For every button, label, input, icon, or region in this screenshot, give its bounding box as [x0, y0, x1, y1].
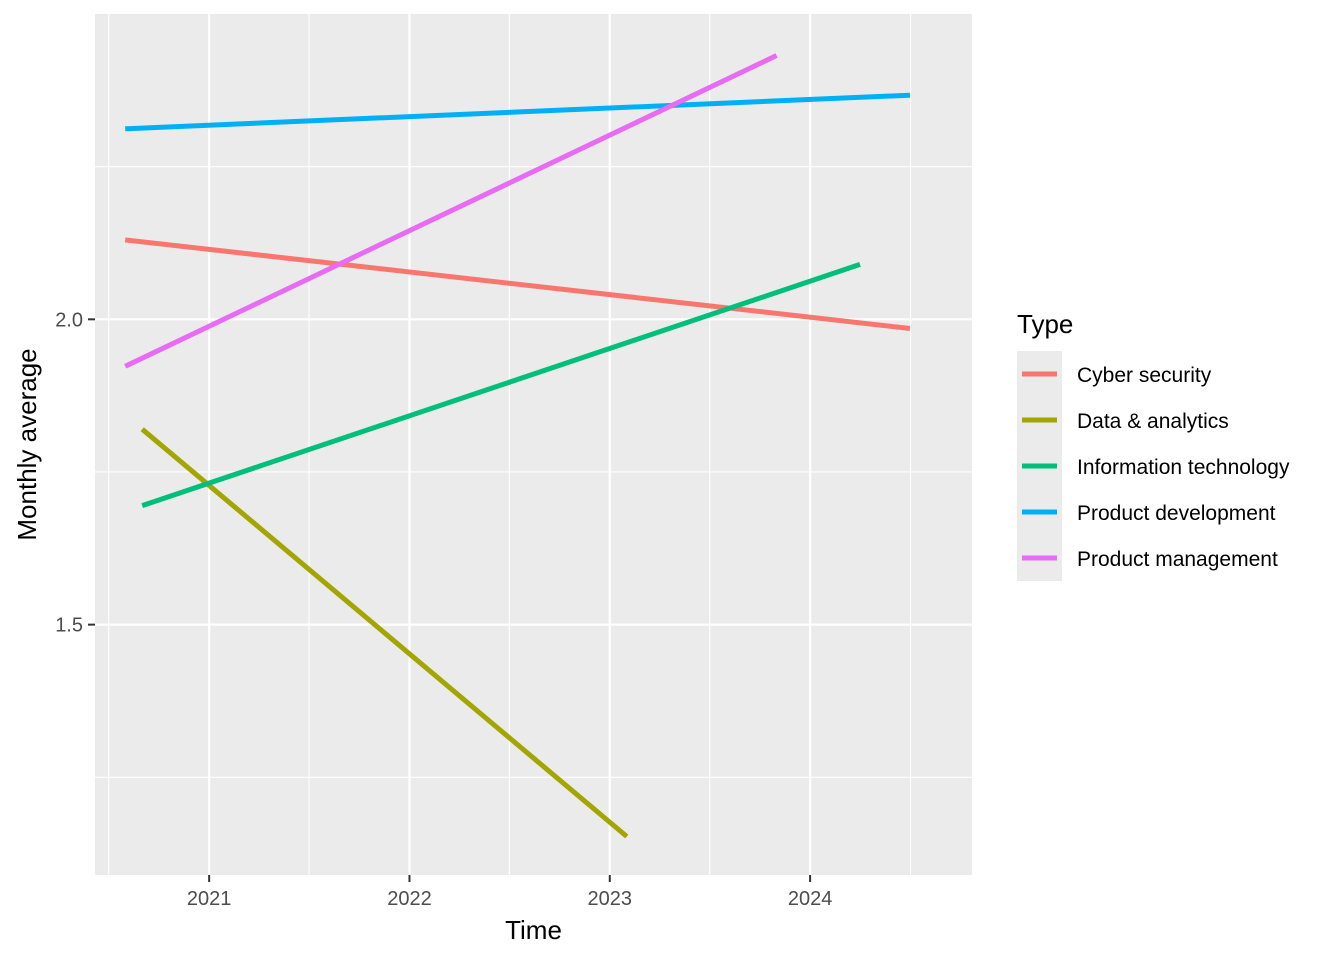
series-line-information-technology	[141, 262, 861, 508]
x-tick-label: 2023	[588, 888, 633, 910]
x-tick-label: 2022	[387, 888, 432, 910]
y-axis: 1.5 2.0	[55, 309, 95, 637]
series-line-data-analytics	[140, 427, 629, 839]
x-axis: 2021 2022 2023 2024	[187, 875, 832, 910]
series-lines	[124, 53, 911, 839]
series-line-cyber-security	[124, 237, 911, 331]
legend-label-product-development: Product development	[1077, 502, 1276, 525]
panel-background	[95, 14, 972, 875]
x-tick-label: 2024	[788, 888, 833, 910]
y-tick-label: 1.5	[55, 615, 83, 637]
y-axis-title: Monthly average	[12, 348, 42, 540]
legend-label-product-management: Product management	[1077, 548, 1278, 571]
legend-items: Cyber security Data & analytics Informatio…	[1022, 364, 1290, 571]
legend: Type Cyber security Data & analytics Infor…	[1017, 309, 1290, 581]
x-tick-label: 2021	[187, 888, 232, 910]
legend-label-data-analytics: Data & analytics	[1077, 410, 1229, 433]
series-line-product-development	[125, 92, 911, 132]
y-tick-label: 2.0	[55, 309, 83, 331]
legend-title: Type	[1017, 309, 1073, 339]
legend-label-information-technology: Information technology	[1077, 456, 1290, 479]
legend-label-cyber-security: Cyber security	[1077, 364, 1212, 387]
x-axis-title: Time	[505, 915, 562, 945]
series-line-product-management	[124, 53, 778, 369]
